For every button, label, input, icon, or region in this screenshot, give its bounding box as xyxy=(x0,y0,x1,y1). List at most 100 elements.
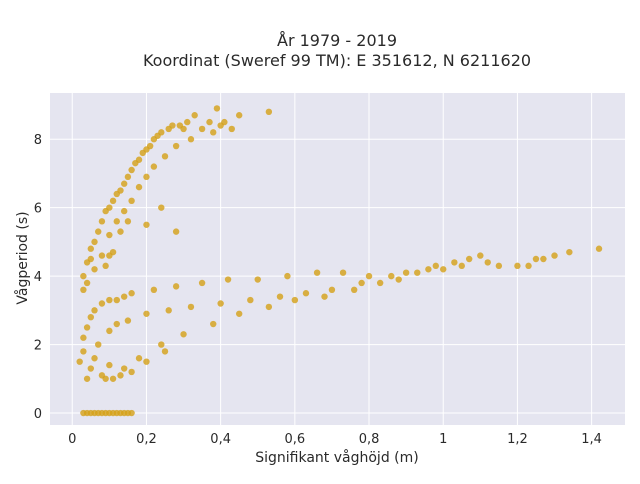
scatter-point xyxy=(87,245,95,252)
scatter-point xyxy=(388,272,395,280)
y-axis-ticks: 0 2 4 6 8 xyxy=(34,133,42,422)
scatter-point xyxy=(87,255,95,263)
scatter-point xyxy=(128,290,135,297)
scatter-point xyxy=(365,272,373,280)
scatter-point xyxy=(91,355,98,362)
scatter-point xyxy=(98,252,106,259)
scatter-point xyxy=(120,207,128,215)
scatter-point xyxy=(432,262,440,270)
scatter-point xyxy=(158,129,165,136)
scatter-point xyxy=(91,307,98,314)
scatter-point xyxy=(180,331,187,338)
scatter-point xyxy=(128,409,135,417)
scatter-point xyxy=(402,269,410,276)
scatter-point xyxy=(150,286,158,294)
scatter-point xyxy=(302,290,310,297)
x-tick-label: 0,8 xyxy=(359,432,380,447)
scatter-point xyxy=(135,156,143,163)
scatter-point xyxy=(235,310,243,317)
scatter-point xyxy=(525,262,532,270)
scatter-point xyxy=(172,228,180,235)
scatter-point xyxy=(83,279,91,287)
scatter-point xyxy=(254,276,261,283)
scatter-point xyxy=(80,286,87,294)
scatter-point xyxy=(210,129,217,136)
scatter-point xyxy=(540,255,547,263)
x-axis-label: Signifikant våghöjd (m) xyxy=(255,449,418,466)
x-axis-ticks: 0 0,2 0,4 0,6 0,8 1 1,2 1,4 xyxy=(68,432,602,447)
scatter-point xyxy=(198,125,206,133)
scatter-point xyxy=(102,375,109,382)
scatter-point xyxy=(120,180,128,187)
y-tick-label: 4 xyxy=(34,270,42,285)
scatter-point xyxy=(180,125,187,133)
scatter-point xyxy=(113,218,120,225)
scatter-point xyxy=(113,320,120,328)
scatter-point xyxy=(80,272,87,280)
scatter-point xyxy=(210,320,217,328)
scatter-point xyxy=(106,327,113,335)
scatter-point xyxy=(217,300,224,307)
scatter-point xyxy=(247,296,254,304)
scatter-point xyxy=(228,125,235,133)
scatter-point xyxy=(566,248,573,256)
scatter-point xyxy=(143,173,150,181)
x-tick-label: 1,2 xyxy=(507,432,528,447)
scatter-point xyxy=(458,262,465,270)
scatter-point xyxy=(98,218,106,225)
scatter-point xyxy=(206,118,213,126)
scatter-point xyxy=(128,197,135,205)
scatter-point xyxy=(235,112,243,119)
data-points xyxy=(76,105,603,417)
scatter-point xyxy=(451,259,458,266)
scatter-point xyxy=(221,118,228,126)
scatter-point xyxy=(284,272,291,280)
scatter-point xyxy=(187,303,195,311)
scatter-point xyxy=(117,187,124,194)
scatter-point xyxy=(135,355,143,362)
scatter-point xyxy=(440,266,447,273)
x-tick-label: 0,6 xyxy=(284,432,305,447)
y-tick-label: 6 xyxy=(34,202,42,217)
scatter-point xyxy=(191,112,198,119)
scatter-point xyxy=(172,283,180,290)
scatter-point xyxy=(135,183,143,191)
chart-title-line1: År 1979 - 2019 xyxy=(277,31,397,50)
scatter-point xyxy=(102,262,109,270)
scatter-point xyxy=(313,269,321,276)
scatter-point xyxy=(95,228,102,235)
scatter-point xyxy=(172,142,180,150)
scatter-point xyxy=(187,136,195,143)
scatter-point xyxy=(321,293,328,300)
scatter-point xyxy=(425,266,432,273)
scatter-point xyxy=(83,324,91,331)
scatter-point xyxy=(495,262,503,270)
y-tick-label: 8 xyxy=(34,133,42,148)
scatter-point xyxy=(80,334,87,341)
scatter-point xyxy=(376,279,384,287)
x-tick-label: 0,4 xyxy=(210,432,231,447)
x-tick-label: 1,4 xyxy=(581,432,602,447)
scatter-point xyxy=(169,122,176,129)
scatter-point xyxy=(477,252,484,259)
scatter-point xyxy=(414,269,421,276)
scatter-point xyxy=(117,228,124,235)
scatter-point xyxy=(143,358,150,365)
scatter-point xyxy=(106,361,113,369)
scatter-point xyxy=(124,218,132,225)
scatter-point xyxy=(350,286,358,294)
scatter-point xyxy=(95,341,102,348)
scatter-point xyxy=(484,259,491,266)
scatter-point xyxy=(128,166,135,174)
scatter-point xyxy=(124,173,132,181)
scatter-point xyxy=(165,307,172,314)
scatter-point xyxy=(213,105,221,112)
scatter-point xyxy=(265,303,273,311)
scatter-point xyxy=(198,279,206,287)
scatter-point xyxy=(87,365,95,372)
scatter-point xyxy=(395,276,402,283)
x-tick-label: 0 xyxy=(68,432,76,447)
scatter-point xyxy=(146,142,154,150)
